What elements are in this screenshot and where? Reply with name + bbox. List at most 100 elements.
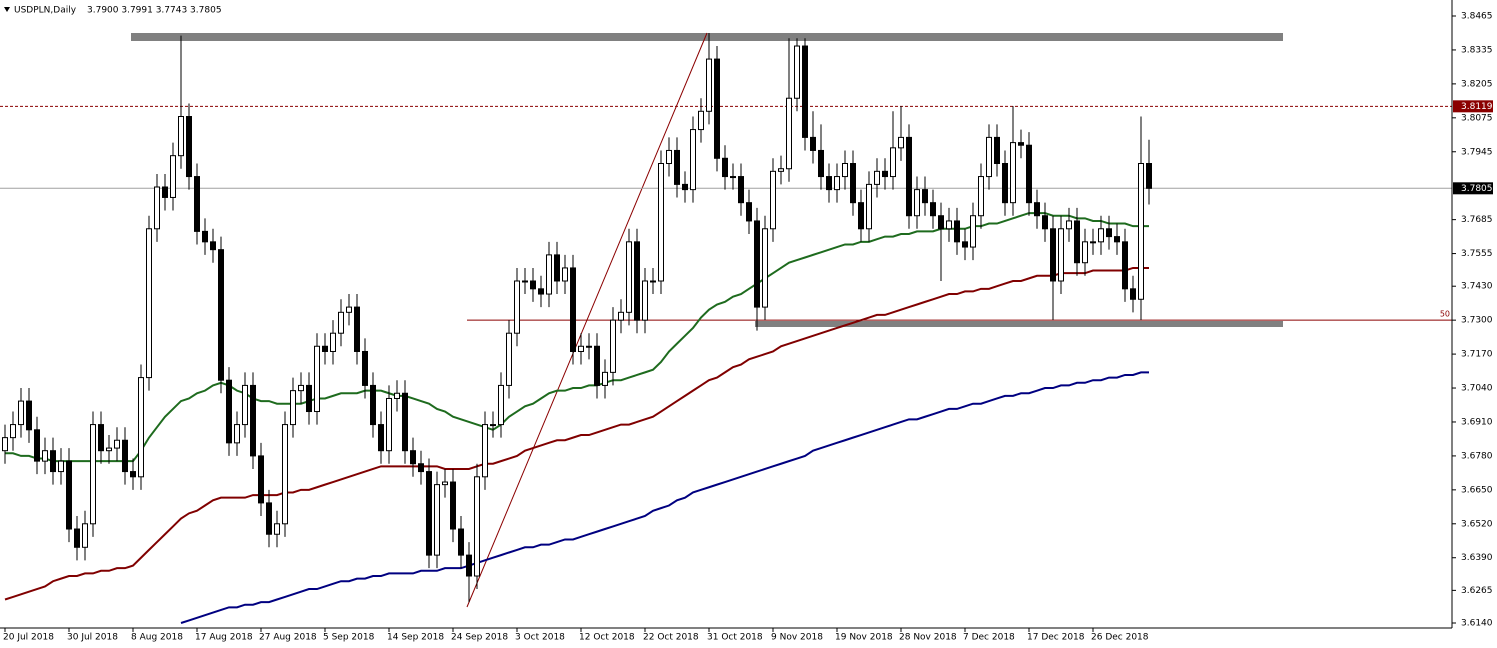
candle-body (370, 384, 376, 426)
candle-body (754, 220, 760, 308)
candle-body (450, 481, 456, 530)
price-label-box (1453, 182, 1493, 195)
candle-body (266, 502, 272, 535)
price-label: 3.8119 (1461, 102, 1493, 112)
candles (2, 32, 1152, 603)
candle-body (506, 332, 512, 386)
price-label: 3.7805 (1461, 184, 1493, 194)
fib-label: 50 (1440, 310, 1450, 319)
candle-body (778, 168, 784, 172)
x-tick-label: 27 Aug 2018 (259, 633, 317, 643)
candle-body (154, 186, 160, 230)
candle-body (434, 484, 440, 556)
candle-body (554, 254, 560, 282)
candle-body (1074, 220, 1080, 264)
candle-body (978, 176, 984, 217)
y-tick-label: 3.8205 (1461, 79, 1493, 89)
x-tick-label: 12 Oct 2018 (579, 633, 635, 643)
candle-body (1050, 228, 1056, 282)
x-tick-label: 9 Nov 2018 (771, 633, 823, 643)
candle-body (642, 280, 648, 321)
candle-body (1138, 163, 1144, 300)
y-tick-label: 3.8465 (1461, 12, 1493, 22)
candle-body (762, 228, 768, 308)
candle-body (250, 384, 256, 457)
candle-body (18, 400, 24, 426)
ohlc-text: 3.7900 3.7991 3.7743 3.7805 (87, 6, 222, 16)
candle-body (282, 424, 288, 525)
candle-body (466, 554, 472, 577)
candle-body (354, 306, 360, 352)
x-tick-label: 19 Nov 2018 (835, 633, 893, 643)
axes: 3.8465 3.8335 3.8205 3.8075 3.7945 3.7685 3.75… (3, 12, 1493, 643)
candle-body (666, 149, 672, 165)
candle-body (378, 424, 384, 452)
candle-body (114, 439, 120, 449)
moving-average (180, 371, 1149, 624)
candle-body (186, 116, 192, 178)
candle-body (474, 476, 480, 577)
candle-body (1098, 228, 1104, 243)
y-tick-label: 3.8335 (1461, 45, 1493, 55)
y-tick-label: 3.6650 (1461, 485, 1493, 495)
candle-body (930, 202, 936, 217)
candle-body (130, 471, 136, 478)
candle-body (850, 163, 856, 204)
candle-body (1066, 220, 1072, 230)
candle-body (922, 189, 928, 204)
symbol-title: USDPLN,Daily (14, 6, 77, 16)
candle-body (242, 384, 248, 426)
candle-body (1082, 241, 1088, 264)
candle-body (674, 149, 680, 185)
x-tick-label: 20 Jul 2018 (3, 633, 54, 643)
candle-body (594, 345, 600, 386)
x-tick-label: 17 Dec 2018 (1027, 633, 1085, 643)
candle-body (458, 528, 464, 556)
x-tick-label: 17 Aug 2018 (195, 633, 253, 643)
x-tick-label: 24 Sep 2018 (451, 633, 508, 643)
candle-body (562, 267, 568, 282)
candle-body (954, 220, 960, 243)
candle-body (794, 45, 800, 99)
y-tick-label: 3.7170 (1461, 350, 1493, 360)
candle-body (714, 58, 720, 159)
candle-body (690, 129, 696, 191)
candle-body (866, 183, 872, 230)
candle-body (1034, 202, 1040, 217)
x-tick-label: 3 Oct 2018 (515, 633, 565, 643)
y-tick-label: 3.6390 (1461, 553, 1493, 563)
candle-body (546, 254, 552, 295)
resistance-band (131, 33, 1283, 41)
candle-body (586, 345, 592, 348)
candle-body (290, 390, 296, 426)
candle-body (226, 379, 232, 444)
x-tick-label: 5 Sep 2018 (323, 633, 375, 643)
x-tick-label: 31 Oct 2018 (707, 633, 763, 643)
candle-body (314, 345, 320, 413)
candle-body (738, 176, 744, 204)
candle-body (210, 241, 216, 251)
candle-body (10, 424, 16, 439)
candle-body (90, 424, 96, 525)
candle-body (1026, 144, 1032, 204)
candle-body (330, 332, 336, 352)
candle-body (578, 345, 584, 352)
candle-body (834, 176, 840, 191)
moving-average (4, 266, 1149, 601)
y-tick-label: 3.7430 (1461, 282, 1493, 292)
candle-body (58, 460, 64, 473)
candle-body (402, 392, 408, 452)
candle-body (986, 136, 992, 178)
y-tick-label: 3.6520 (1461, 519, 1493, 529)
support-band (755, 321, 1283, 327)
y-tick-label: 3.6140 (1461, 619, 1493, 629)
candle-body (682, 183, 688, 191)
candle-body (970, 215, 976, 248)
candle-body (178, 116, 184, 157)
candle-body (98, 424, 104, 452)
candle-body (410, 450, 416, 465)
candle-body (218, 249, 224, 381)
candle-body (890, 147, 896, 178)
candle-body (1090, 241, 1096, 244)
